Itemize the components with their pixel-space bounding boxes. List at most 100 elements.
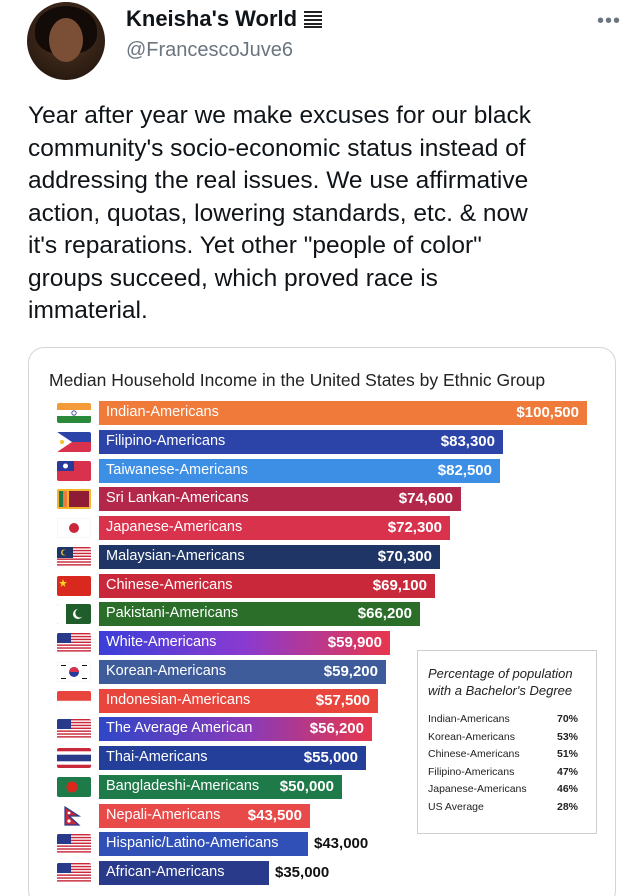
japan-flag-icon xyxy=(57,518,91,538)
bar-category-label: Sri Lankan-Americans xyxy=(106,490,249,507)
bar xyxy=(99,429,503,454)
chart-row: Hispanic/Latino-Americans $43,000 xyxy=(29,832,615,857)
thailand-flag-icon xyxy=(57,748,91,768)
chart-row: Bangladeshi-Americans $50,000 xyxy=(29,774,615,799)
inset-percentage: 51% xyxy=(556,748,578,760)
pakistan-flag-icon xyxy=(57,604,91,625)
bar-value-label: $69,100 xyxy=(372,576,427,594)
chart-row: Indonesian-Americans $57,500 xyxy=(29,688,615,713)
chart-row: Indian-Americans $100,500 xyxy=(29,401,615,425)
bar xyxy=(99,602,420,627)
bar-category-label: Chinese-Americans xyxy=(106,576,233,593)
inset-group-name: Japanese-Americans xyxy=(428,783,527,795)
chart-row: Chinese-Americans $69,100 xyxy=(29,573,615,598)
bar-category-label: Indonesian-Americans xyxy=(106,691,251,708)
inset-percentage: 53% xyxy=(556,730,578,743)
avatar[interactable] xyxy=(27,2,105,80)
bar xyxy=(99,688,378,713)
bar-value-label: $59,900 xyxy=(327,634,382,651)
malaysia-flag-icon xyxy=(57,546,91,567)
inset-group-name: Korean-Americans xyxy=(428,730,515,743)
tweet-header: Kneisha's World @FrancescoJuve6 ••• xyxy=(0,0,643,90)
china-flag-icon xyxy=(57,575,91,596)
chart-image-card[interactable]: Median Household Income in the United St… xyxy=(28,347,616,896)
tweet-text: Year after year we make excuses for our … xyxy=(28,102,531,324)
chart-row: The Average American $56,200 xyxy=(29,717,615,742)
usa-flag-icon xyxy=(57,834,91,855)
bar-value-label: $72,300 xyxy=(387,519,442,536)
chart-row: White-Americans $59,900 xyxy=(29,631,615,655)
bar-category-label: Indian-Americans xyxy=(106,404,219,420)
chart-row: Pakistani-Americans $66,200 xyxy=(29,602,615,627)
bar-category-label: African-Americans xyxy=(106,864,225,880)
display-name-text: Kneisha's World xyxy=(126,6,298,31)
bar-value-label: $50,000 xyxy=(279,777,334,795)
usa-flag-icon xyxy=(57,719,91,740)
taiwan-flag-icon xyxy=(57,460,91,481)
chart-title: Median Household Income in the United St… xyxy=(49,370,546,390)
inset-group-name: Indian-Americans xyxy=(428,713,510,725)
display-name[interactable]: Kneisha's World xyxy=(126,6,323,32)
bar-category-label: Taiwanese-Americans xyxy=(106,461,248,478)
inset-group-name: Filipino-Americans xyxy=(428,765,515,778)
bar xyxy=(99,659,386,684)
more-options-icon[interactable]: ••• xyxy=(596,10,621,32)
bar-value-label: $70,300 xyxy=(377,547,432,565)
bar-category-label: Malaysian-Americans xyxy=(106,547,245,564)
bar xyxy=(99,573,435,598)
bar-category-label: White-Americans xyxy=(106,634,217,650)
bar-value-label: $55,000 xyxy=(303,749,358,766)
bar xyxy=(99,516,450,540)
bar-value-label: $56,200 xyxy=(309,720,364,738)
bangladesh-flag-icon xyxy=(57,776,91,797)
bar-value-label: $82,500 xyxy=(437,461,492,479)
nepal-flag-icon xyxy=(57,805,91,826)
bar-value-label: $83,300 xyxy=(440,432,495,450)
bar-category-label: Filipino-Americans xyxy=(106,432,226,449)
bar-category-label: Japanese-Americans xyxy=(106,519,243,535)
bar-value-label: $100,500 xyxy=(516,404,579,421)
inset-group-name: US Average xyxy=(428,800,484,813)
avatar-face xyxy=(49,18,83,62)
inset-percentage: 70% xyxy=(556,713,578,725)
korea-flag-icon xyxy=(57,661,91,682)
inset-percentage: 47% xyxy=(556,765,578,778)
bar-category-label: Bangladeshi-Americans xyxy=(106,777,260,794)
bar xyxy=(99,544,440,569)
bar-category-label: Korean-Americans xyxy=(106,662,227,679)
sri-lanka-flag-icon xyxy=(57,489,91,510)
chart-row: African-Americans $35,000 xyxy=(29,861,615,885)
bar-value-label: $43,500 xyxy=(247,806,302,824)
bar-value-label: $43,000 xyxy=(314,835,369,853)
chart-row: Korean-Americans $59,200 xyxy=(29,659,615,684)
bar-value-label: $59,200 xyxy=(323,662,378,680)
chart-row: Filipino-Americans $83,300 xyxy=(29,429,615,454)
inset-percentage: 46% xyxy=(556,783,578,795)
bar xyxy=(99,717,372,742)
bar-category-label: Hispanic/Latino-Americans xyxy=(106,835,279,852)
user-handle[interactable]: @FrancescoJuve6 xyxy=(126,39,294,61)
inset-title: Percentage of population with a Bachelor… xyxy=(428,666,573,698)
bar xyxy=(99,774,342,799)
bar xyxy=(99,401,587,425)
bar-value-label: $74,600 xyxy=(398,490,453,508)
chart-row: Nepali-Americans $43,500 xyxy=(29,803,615,828)
bar xyxy=(99,803,310,828)
inset-group-name: Chinese-Americans xyxy=(428,748,520,760)
bar-value-label: $35,000 xyxy=(275,864,330,881)
list-icon xyxy=(304,11,323,28)
bar-category-label: The Average American xyxy=(106,720,253,737)
bar xyxy=(99,458,500,483)
bachelor-degree-inset: Percentage of population with a Bachelor… xyxy=(417,650,597,834)
bar-value-label: $57,500 xyxy=(315,691,370,709)
bar xyxy=(99,487,461,512)
philippines-flag-icon xyxy=(57,431,91,452)
bar xyxy=(99,746,366,770)
bar xyxy=(99,631,390,655)
chart-row: Sri Lankan-Americans $74,600 xyxy=(29,487,615,512)
chart-row: Malaysian-Americans $70,300 xyxy=(29,544,615,569)
bar xyxy=(99,832,308,857)
chart-row: Taiwanese-Americans $82,500 xyxy=(29,458,615,483)
usa-flag-icon xyxy=(57,863,91,883)
inset-percentage: 28% xyxy=(556,800,578,813)
